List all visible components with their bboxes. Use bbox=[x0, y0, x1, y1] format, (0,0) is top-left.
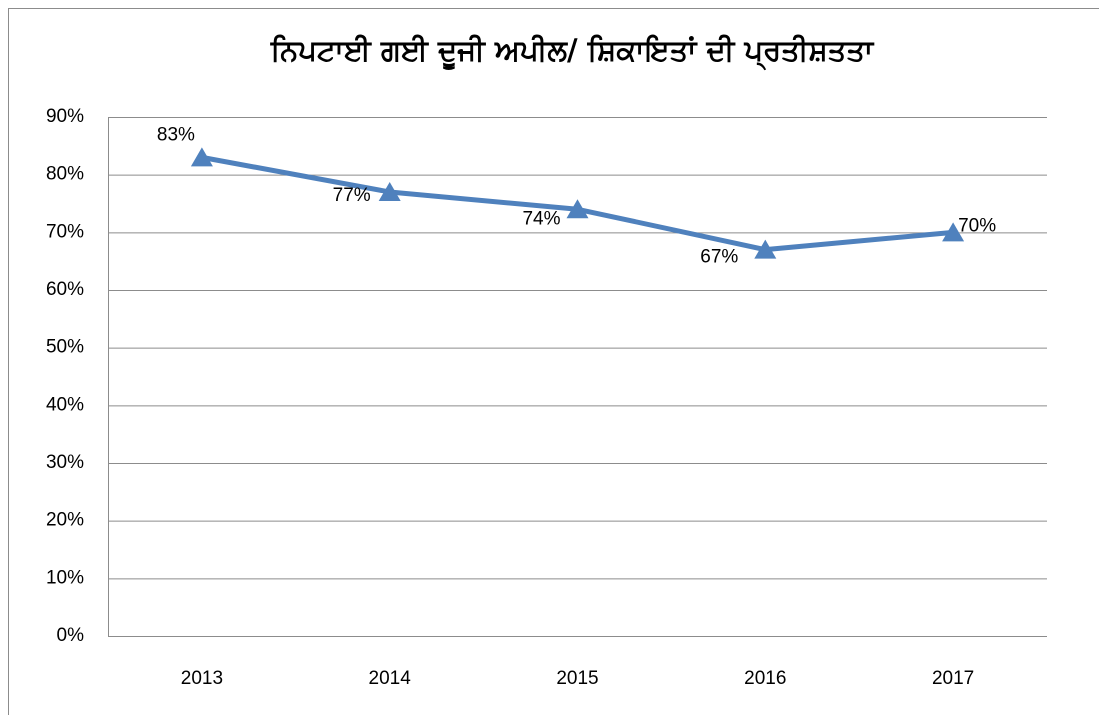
x-tick-label: 2017 bbox=[932, 668, 974, 689]
data-label: 74% bbox=[522, 208, 560, 229]
data-label: 67% bbox=[700, 247, 738, 268]
y-tick-label: 30% bbox=[46, 452, 84, 473]
x-tick-label: 2013 bbox=[181, 668, 223, 689]
y-tick-label: 40% bbox=[46, 394, 84, 415]
y-tick-label: 60% bbox=[46, 279, 84, 300]
marker bbox=[566, 199, 589, 219]
marker bbox=[942, 222, 965, 242]
marker bbox=[378, 181, 401, 201]
y-tick-label: 80% bbox=[46, 164, 84, 185]
data-label: 70% bbox=[958, 215, 996, 236]
y-tick-label: 70% bbox=[46, 221, 84, 242]
y-tick-label: 20% bbox=[46, 510, 84, 531]
data-label: 77% bbox=[333, 185, 371, 206]
y-tick-label: 10% bbox=[46, 567, 84, 588]
y-tick-label: 90% bbox=[46, 106, 84, 127]
marker bbox=[190, 147, 213, 167]
y-tick-label: 50% bbox=[46, 337, 84, 358]
data-label: 83% bbox=[157, 124, 195, 145]
x-tick-label: 2015 bbox=[556, 668, 598, 689]
x-tick-label: 2016 bbox=[744, 668, 786, 689]
chart-title: ਨਿਪਟਾਈ ਗਈ ਦੂਜੀ ਅਪੀਲ/ ਸ਼ਿਕਾਇਤਾਂ ਦੀ ਪ੍ਰਤੀਸ… bbox=[270, 33, 875, 71]
x-tick-label: 2014 bbox=[369, 668, 412, 689]
marker bbox=[754, 239, 777, 259]
y-tick-label: 0% bbox=[57, 625, 85, 646]
chart-frame bbox=[8, 8, 1099, 715]
